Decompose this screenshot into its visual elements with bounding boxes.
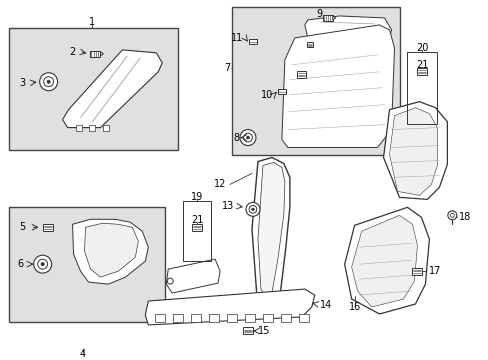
Circle shape — [34, 255, 52, 273]
Bar — [411, 267, 422, 275]
Bar — [263, 314, 272, 322]
Bar — [277, 89, 285, 94]
Text: 16: 16 — [348, 302, 360, 312]
Bar — [306, 42, 312, 48]
Polygon shape — [281, 25, 394, 148]
Text: 4: 4 — [79, 349, 85, 359]
Text: 14: 14 — [319, 300, 331, 310]
Bar — [244, 314, 254, 322]
Text: 7: 7 — [224, 63, 229, 73]
Text: 6: 6 — [18, 259, 24, 269]
Circle shape — [38, 259, 47, 269]
Bar — [173, 314, 183, 322]
Polygon shape — [100, 52, 103, 56]
Text: 21: 21 — [191, 215, 203, 225]
Polygon shape — [72, 219, 148, 284]
Bar — [42, 224, 53, 231]
Bar — [417, 68, 427, 75]
Bar — [298, 314, 308, 322]
Bar — [9, 28, 178, 149]
Text: 21: 21 — [415, 60, 428, 70]
Text: 10: 10 — [260, 90, 272, 100]
Polygon shape — [332, 16, 335, 20]
Bar — [75, 125, 81, 131]
Text: 9: 9 — [316, 9, 322, 19]
Bar — [155, 314, 165, 322]
Text: 11: 11 — [230, 33, 243, 43]
Text: 20: 20 — [415, 43, 428, 53]
Bar — [232, 7, 399, 154]
Bar — [90, 51, 100, 57]
Text: 2: 2 — [69, 47, 76, 57]
Polygon shape — [84, 223, 138, 277]
Polygon shape — [344, 207, 428, 314]
Text: 18: 18 — [458, 212, 470, 222]
Text: 3: 3 — [20, 78, 26, 88]
Polygon shape — [166, 259, 220, 293]
Text: 19: 19 — [191, 192, 203, 202]
Text: 13: 13 — [222, 201, 234, 211]
Text: 17: 17 — [428, 266, 441, 276]
Text: 5: 5 — [20, 222, 26, 232]
Bar — [226, 314, 237, 322]
Bar — [209, 314, 219, 322]
Bar — [322, 15, 332, 21]
Bar — [191, 314, 201, 322]
Bar — [9, 207, 165, 322]
Circle shape — [41, 262, 44, 266]
Text: 12: 12 — [213, 179, 225, 189]
Polygon shape — [383, 102, 447, 199]
Bar — [297, 71, 305, 78]
Circle shape — [240, 130, 255, 145]
Polygon shape — [258, 162, 285, 304]
Bar — [248, 39, 256, 44]
Circle shape — [449, 213, 453, 217]
Bar — [280, 314, 290, 322]
Polygon shape — [304, 16, 391, 60]
Circle shape — [167, 278, 173, 284]
Polygon shape — [62, 50, 162, 127]
Circle shape — [43, 77, 54, 87]
Polygon shape — [389, 108, 436, 195]
Circle shape — [251, 208, 254, 211]
Bar — [183, 201, 211, 261]
Text: 8: 8 — [232, 132, 239, 143]
Circle shape — [248, 206, 256, 213]
Bar — [243, 328, 252, 334]
Circle shape — [40, 73, 58, 91]
Bar — [407, 52, 436, 123]
Circle shape — [243, 133, 252, 142]
Text: 15: 15 — [258, 326, 270, 336]
Bar — [103, 125, 109, 131]
Circle shape — [47, 80, 50, 84]
Polygon shape — [145, 289, 314, 325]
Circle shape — [246, 136, 249, 139]
Text: 1: 1 — [89, 17, 95, 27]
Bar — [192, 224, 202, 231]
Circle shape — [447, 211, 456, 220]
Circle shape — [245, 202, 260, 216]
Polygon shape — [251, 157, 289, 315]
Bar — [89, 125, 95, 131]
Polygon shape — [351, 215, 417, 307]
